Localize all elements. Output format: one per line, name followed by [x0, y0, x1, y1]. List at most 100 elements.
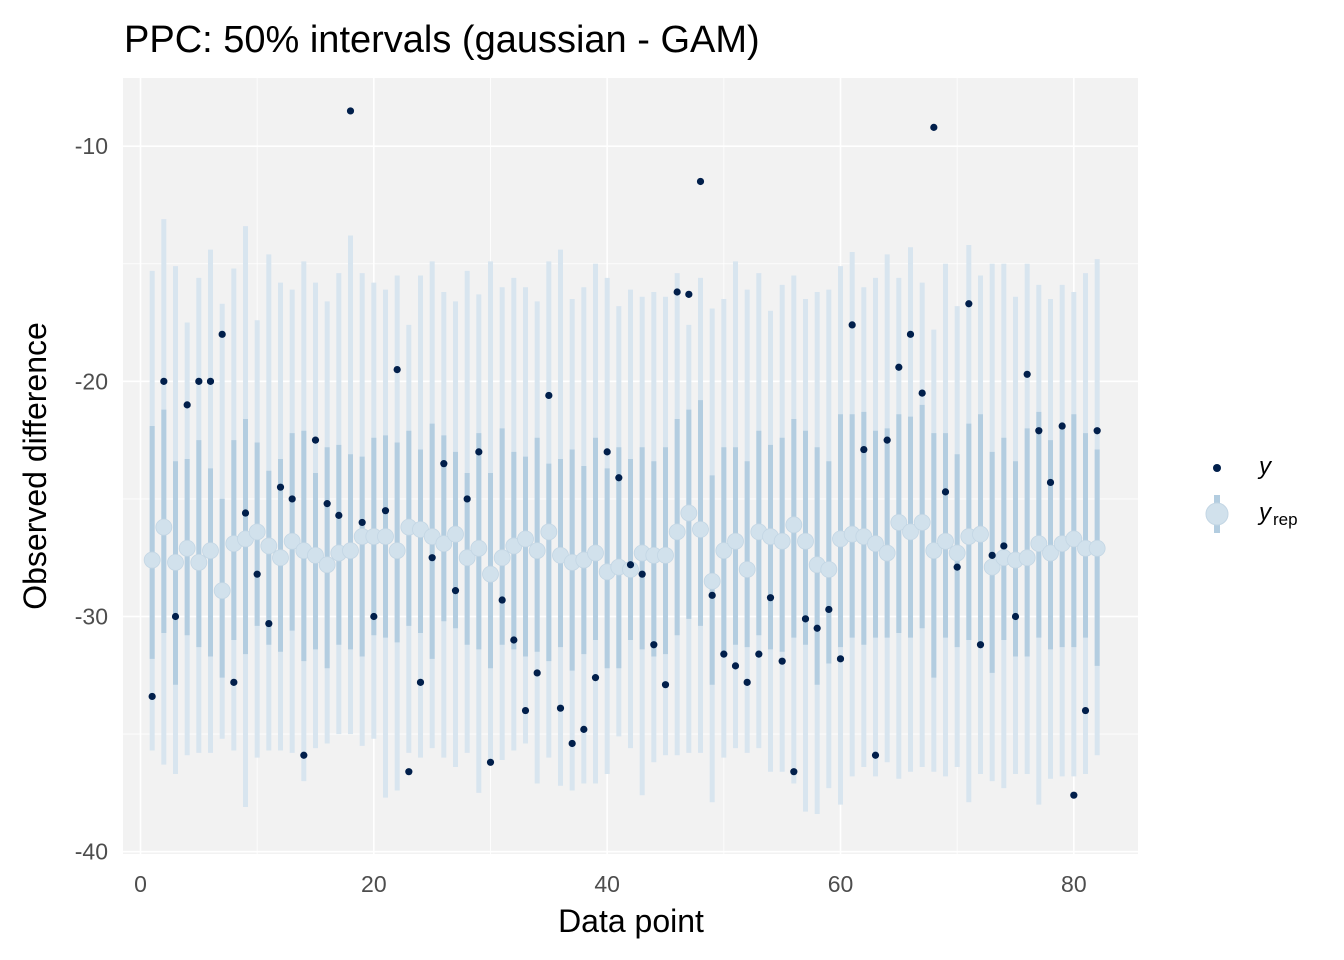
- yrep-median-point: [657, 546, 674, 564]
- observed-y-point: [638, 570, 646, 578]
- x-axis-title: Data point: [558, 903, 704, 939]
- yrep-median-point: [307, 546, 324, 564]
- yrep-median-point: [213, 582, 231, 600]
- y-tick-label: -20: [75, 368, 108, 394]
- legend: y y rep: [1205, 453, 1298, 533]
- observed-y-point: [416, 678, 425, 686]
- yrep-median-point: [785, 516, 803, 534]
- yrep-median-point: [178, 539, 196, 557]
- observed-y-point: [766, 594, 775, 602]
- yrep-median-point: [902, 523, 919, 541]
- yrep-median-point: [377, 528, 394, 545]
- observed-y-point: [346, 107, 355, 115]
- observed-y-point: [253, 570, 261, 578]
- observed-y-point: [498, 596, 506, 604]
- y-tick-label: -10: [75, 133, 108, 159]
- observed-y-point: [463, 495, 471, 503]
- yrep-median-point: [948, 544, 966, 562]
- observed-y-point: [265, 619, 273, 628]
- observed-y-point: [195, 377, 203, 385]
- yrep-median-point: [260, 537, 278, 555]
- observed-y-point: [428, 554, 436, 562]
- observed-y-point: [533, 669, 541, 677]
- observed-y-point: [895, 363, 903, 371]
- observed-y-point: [918, 389, 926, 397]
- observed-y-point: [300, 751, 308, 759]
- x-tick-label: 40: [594, 871, 620, 897]
- legend-y-label: y: [1257, 453, 1273, 480]
- observed-y-point: [160, 377, 168, 385]
- inner-interval-bars: [149, 400, 1100, 685]
- yrep-median-point: [727, 532, 744, 550]
- observed-y-point: [708, 591, 716, 599]
- observed-y-point: [381, 507, 390, 515]
- observed-y-point: [276, 483, 285, 491]
- observed-y-point: [731, 662, 740, 670]
- yrep-median-point: [1018, 549, 1036, 567]
- yrep-median-point: [155, 518, 173, 536]
- legend-yrep-label: y: [1257, 499, 1273, 526]
- observed-y-point: [510, 636, 518, 644]
- y-axis-title: Observed difference: [17, 322, 53, 610]
- yrep-median-point: [167, 554, 184, 571]
- observed-y-point: [720, 650, 728, 658]
- observed-y-point: [696, 177, 705, 186]
- observed-y-point: [206, 377, 215, 385]
- observed-y-point: [615, 474, 623, 482]
- yrep-median-point: [867, 535, 884, 552]
- observed-y-point: [953, 563, 961, 571]
- observed-y-point: [743, 678, 751, 686]
- observed-y-point: [475, 448, 483, 456]
- yrep-median-point: [820, 561, 838, 578]
- observed-y-points: [148, 107, 1101, 799]
- observed-y-point: [906, 330, 915, 338]
- observed-y-point: [568, 739, 576, 748]
- yrep-median-point: [1042, 544, 1059, 562]
- observed-y-point: [813, 624, 821, 632]
- x-tick-label: 60: [828, 871, 854, 897]
- observed-y-point: [836, 655, 845, 663]
- y-tick-label: -30: [75, 603, 108, 629]
- observed-y-point: [171, 612, 180, 621]
- yrep-median-point: [925, 542, 943, 560]
- observed-y-point: [148, 692, 156, 701]
- observed-y-point: [661, 681, 670, 689]
- observed-y-point: [288, 495, 296, 503]
- yrep-median-point: [680, 504, 698, 522]
- yrep-median-point: [773, 532, 791, 550]
- observed-y-point: [183, 401, 191, 409]
- observed-y-point: [1058, 422, 1066, 430]
- yrep-median-point: [248, 523, 266, 541]
- observed-y-point: [486, 758, 495, 766]
- observed-y-point: [335, 511, 343, 519]
- yrep-median-point: [493, 549, 511, 567]
- legend-yrep-point-key: [1205, 502, 1229, 526]
- yrep-median-point: [1030, 535, 1048, 552]
- yrep-median-point: [318, 556, 336, 574]
- observed-y-point: [848, 321, 856, 329]
- yrep-median-point: [190, 554, 208, 571]
- yrep-median-point: [797, 532, 814, 550]
- yrep-median-point: [528, 542, 546, 560]
- observed-y-point: [1081, 706, 1090, 715]
- yrep-median-point: [878, 544, 896, 562]
- yrep-median-point: [890, 514, 908, 531]
- yrep-median-point: [668, 523, 686, 541]
- observed-y-point: [1011, 612, 1020, 621]
- x-tick-label: 20: [361, 871, 387, 897]
- observed-y-point: [370, 612, 378, 621]
- observed-y-point: [1070, 791, 1078, 799]
- observed-y-point: [323, 500, 331, 508]
- yrep-median-point: [202, 542, 219, 560]
- observed-y-point: [405, 768, 413, 776]
- x-tick-label: 0: [134, 871, 147, 897]
- x-tick-label: 80: [1061, 871, 1087, 897]
- observed-y-point: [825, 605, 833, 614]
- yrep-median-point: [703, 572, 721, 590]
- observed-y-point: [650, 641, 658, 649]
- observed-y-point: [673, 288, 681, 296]
- observed-y-point: [545, 391, 553, 400]
- yrep-median-point: [913, 514, 931, 531]
- observed-y-point: [440, 460, 448, 468]
- yrep-median-point: [540, 523, 558, 541]
